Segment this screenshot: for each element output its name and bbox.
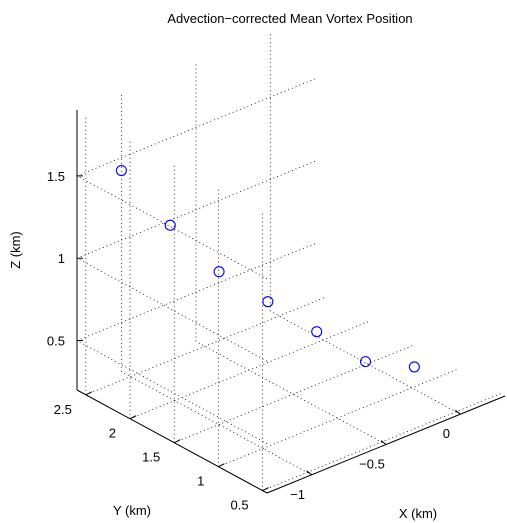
grid-line-z-backwall — [76, 78, 316, 177]
y-tick-mark — [262, 487, 269, 492]
axes — [76, 110, 506, 494]
y-tick-label: 0.5 — [231, 498, 249, 513]
data-point — [213, 266, 225, 278]
x-tick-mark — [306, 470, 312, 476]
grid-line-x-floor — [270, 310, 461, 415]
z-tick-label: 0.5 — [47, 334, 65, 349]
y-tick-label: 2.5 — [54, 402, 72, 417]
x-axis-label: X (km) — [399, 506, 437, 521]
grid-line-y-floor — [218, 369, 457, 468]
grid-line-x-floor — [195, 341, 387, 445]
z-tick-label: 1 — [58, 251, 65, 266]
chart-title: Advection−corrected Mean Vortex Position — [167, 11, 412, 26]
data-point — [311, 326, 323, 338]
grid-line-y-floor — [174, 345, 413, 444]
y-tick-mark — [218, 463, 225, 468]
data-point — [359, 356, 372, 368]
x-tick-label: 0 — [443, 426, 450, 441]
y-tick-mark — [85, 391, 93, 396]
z-axis-label: Z (km) — [8, 231, 23, 269]
grid-line-z-backwall — [76, 243, 316, 341]
z-tick-label: 1.5 — [47, 169, 65, 184]
grid-line-z-sidewall — [76, 340, 268, 444]
grid-line-y-floor — [262, 393, 501, 491]
tick-labels: −1 −0.5 0 0.5 1 1.5 2 2.5 0.5 1 1.5 — [47, 169, 450, 513]
data-point — [408, 361, 420, 373]
data-point — [164, 219, 176, 231]
y-axis-label: Y (km) — [113, 503, 151, 518]
grid-line-z-sidewall — [76, 257, 268, 362]
grid-line-z-sidewall — [76, 175, 268, 280]
grid-line-y-floor — [85, 297, 324, 396]
y-axis-line — [76, 389, 268, 494]
y-tick-label: 1.5 — [142, 450, 160, 465]
grid-lines — [76, 31, 501, 491]
y-tick-label: 1 — [197, 474, 204, 489]
data-point — [115, 164, 127, 177]
data-point — [262, 296, 274, 308]
grid-line-y-floor — [129, 321, 369, 420]
x-tick-mark — [380, 440, 387, 445]
y-tick-mark — [173, 439, 181, 444]
data-points — [115, 164, 420, 373]
y-tick-label: 2 — [109, 426, 116, 441]
grid-line-z-backwall — [76, 160, 316, 259]
x-tick-mark — [455, 409, 461, 415]
grid-line-x-floor — [121, 371, 312, 476]
x-tick-label: −0.5 — [359, 457, 385, 472]
x-tick-label: −1 — [290, 487, 305, 502]
y-tick-mark — [129, 415, 137, 420]
